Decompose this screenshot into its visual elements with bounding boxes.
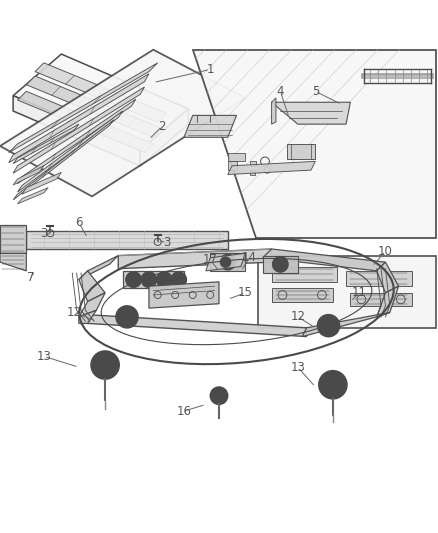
Circle shape (210, 387, 228, 405)
Polygon shape (13, 166, 44, 185)
Circle shape (326, 323, 331, 328)
Text: 5: 5 (312, 85, 319, 98)
Polygon shape (0, 253, 26, 271)
Text: 4: 4 (276, 85, 284, 98)
Text: 13: 13 (36, 350, 51, 363)
Text: 3: 3 (163, 236, 170, 249)
Text: 12: 12 (290, 310, 305, 324)
Polygon shape (18, 91, 153, 152)
Polygon shape (140, 109, 188, 166)
Circle shape (126, 272, 141, 287)
Polygon shape (18, 188, 48, 204)
Polygon shape (88, 314, 307, 336)
Circle shape (318, 314, 339, 336)
Polygon shape (9, 74, 149, 163)
Polygon shape (18, 111, 123, 192)
Circle shape (97, 357, 113, 373)
Text: 1: 1 (206, 63, 214, 76)
Polygon shape (287, 144, 315, 159)
Polygon shape (350, 293, 412, 306)
Polygon shape (26, 231, 228, 249)
Circle shape (177, 278, 180, 281)
Polygon shape (263, 249, 385, 271)
Circle shape (124, 314, 130, 319)
Polygon shape (193, 50, 436, 238)
Polygon shape (18, 99, 136, 184)
Text: 15: 15 (238, 286, 253, 300)
Circle shape (325, 377, 341, 393)
Circle shape (116, 306, 138, 328)
Polygon shape (149, 282, 219, 308)
Polygon shape (272, 266, 337, 282)
Polygon shape (9, 63, 158, 152)
Polygon shape (250, 160, 256, 166)
Polygon shape (0, 225, 26, 253)
Text: 10: 10 (378, 245, 393, 257)
Polygon shape (26, 76, 162, 138)
Text: 12: 12 (67, 306, 82, 319)
Polygon shape (123, 271, 184, 288)
Text: 7: 7 (27, 271, 35, 284)
Text: 2: 2 (158, 120, 166, 133)
Polygon shape (210, 253, 245, 271)
Text: 3: 3 (40, 227, 47, 240)
Polygon shape (346, 271, 412, 286)
Circle shape (322, 319, 335, 332)
Polygon shape (272, 288, 333, 302)
Text: 14: 14 (242, 251, 257, 264)
Polygon shape (79, 310, 96, 324)
Polygon shape (184, 115, 237, 138)
Circle shape (171, 272, 187, 287)
Polygon shape (13, 96, 140, 166)
Circle shape (102, 361, 109, 368)
Circle shape (162, 278, 166, 281)
Text: 17: 17 (203, 253, 218, 266)
Polygon shape (272, 98, 276, 124)
Polygon shape (118, 249, 272, 269)
Polygon shape (302, 312, 390, 336)
Polygon shape (79, 293, 105, 317)
Text: 6: 6 (75, 216, 83, 229)
Polygon shape (22, 172, 61, 194)
Circle shape (329, 381, 336, 388)
Polygon shape (228, 152, 245, 161)
Text: 16: 16 (177, 405, 191, 417)
Polygon shape (13, 124, 79, 164)
Circle shape (319, 371, 347, 399)
Circle shape (121, 311, 133, 323)
Polygon shape (272, 102, 350, 124)
Polygon shape (13, 54, 188, 150)
Circle shape (220, 257, 231, 268)
Polygon shape (79, 255, 118, 280)
Polygon shape (377, 286, 399, 317)
Polygon shape (0, 50, 245, 197)
Polygon shape (250, 170, 255, 174)
Polygon shape (35, 63, 166, 122)
Circle shape (132, 278, 135, 281)
Circle shape (272, 256, 288, 272)
Polygon shape (13, 120, 114, 200)
Circle shape (147, 278, 151, 281)
Polygon shape (377, 262, 399, 293)
Text: 13: 13 (290, 361, 305, 374)
Text: 11: 11 (352, 286, 367, 300)
Circle shape (215, 391, 223, 400)
Circle shape (91, 351, 119, 379)
Polygon shape (263, 255, 298, 273)
Polygon shape (228, 161, 315, 174)
Polygon shape (258, 255, 436, 328)
Polygon shape (79, 271, 105, 302)
Polygon shape (13, 87, 145, 173)
Circle shape (156, 272, 172, 287)
Polygon shape (228, 161, 237, 170)
Circle shape (220, 254, 236, 270)
Polygon shape (206, 253, 245, 271)
Circle shape (141, 272, 157, 287)
